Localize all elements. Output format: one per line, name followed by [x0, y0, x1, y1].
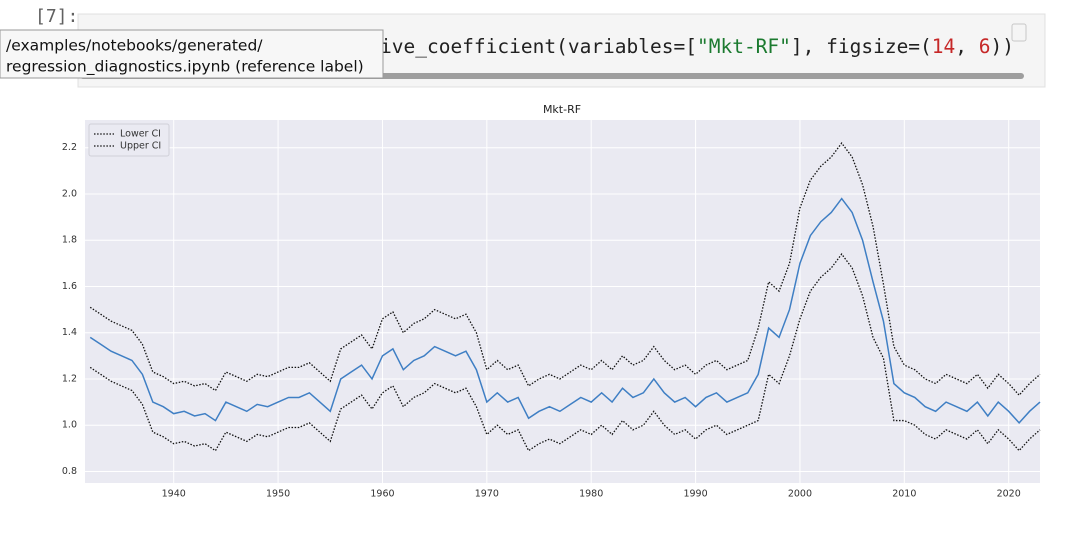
- x-tick-label: 1980: [579, 489, 603, 500]
- x-tick-label: 1940: [162, 489, 186, 500]
- x-tick-label: 1990: [683, 489, 707, 500]
- tooltip-line: regression_diagnostics.ipynb (reference …: [6, 58, 364, 77]
- legend-label: Lower CI: [120, 129, 161, 140]
- y-tick-label: 1.2: [62, 373, 77, 384]
- x-tick-label: 1950: [266, 489, 290, 500]
- tooltip: [0, 29, 384, 79]
- chart-title: Mkt-RF: [543, 103, 581, 116]
- tooltip-line: /examples/notebooks/generated/: [6, 37, 263, 55]
- code-token: )): [991, 35, 1014, 58]
- code-token: "Mkt-RF": [697, 35, 791, 58]
- code-token: ], figsize=(: [791, 35, 932, 58]
- y-tick-label: 1.4: [62, 327, 77, 338]
- line-series: [89, 142, 1041, 397]
- cell-prompt: [7]:: [35, 6, 78, 27]
- y-tick-label: 2.0: [62, 188, 77, 199]
- y-tick-label: 1.0: [62, 420, 77, 431]
- y-tick-label: 0.8: [62, 466, 77, 477]
- plot-area: [85, 120, 1040, 483]
- copy-icon[interactable]: [1011, 23, 1027, 42]
- line-series: [89, 197, 1041, 425]
- code-token: ive_coefficient(variables=[: [380, 35, 697, 58]
- x-tick-label: 1960: [370, 489, 394, 500]
- y-tick-label: 1.6: [62, 281, 77, 292]
- x-tick-label: 1970: [475, 489, 499, 500]
- x-tick-label: 2000: [788, 489, 812, 500]
- legend-box: [88, 123, 170, 157]
- x-tick-label: 2010: [892, 489, 916, 500]
- legend-label: Upper CI: [120, 141, 161, 152]
- code-token: ,: [955, 35, 978, 58]
- line-series: [89, 253, 1041, 452]
- code-token: 14: [932, 35, 955, 58]
- y-tick-label: 2.2: [62, 142, 77, 153]
- x-tick-label: 2020: [997, 489, 1021, 500]
- code-token: 6: [979, 35, 991, 58]
- code-text: ive_coefficient(variables=["Mkt-RF"], fi…: [380, 35, 1014, 58]
- y-tick-label: 1.8: [62, 235, 77, 246]
